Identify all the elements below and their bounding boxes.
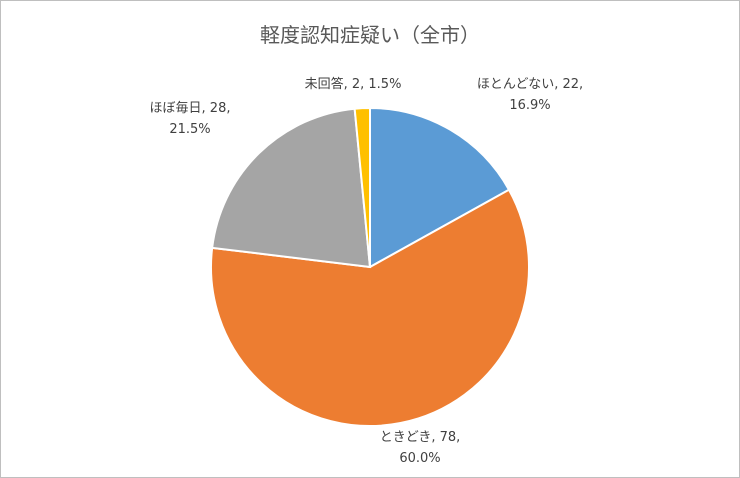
- label-value: 22: [562, 77, 579, 92]
- data-label: ほとんどない, 22,: [477, 77, 583, 92]
- label-percent: 60.0%: [399, 451, 440, 466]
- label-category: ときどき: [380, 430, 432, 445]
- label-value: 28: [210, 101, 227, 116]
- label-category: ほとんどない: [477, 77, 554, 92]
- data-label: 60.0%: [399, 451, 440, 466]
- label-separator: ,: [431, 430, 439, 445]
- label-category: 未回答: [305, 76, 344, 92]
- label-percent: 16.9%: [509, 98, 550, 113]
- pie-slice: [353, 106, 371, 268]
- label-separator: ,: [202, 101, 210, 116]
- label-percent: 1.5%: [368, 77, 401, 92]
- chart-title: 軽度認知症疑い（全市）: [260, 23, 480, 47]
- data-label: 未回答, 2, 1.5%: [305, 76, 402, 92]
- pie-slice: [211, 107, 372, 269]
- data-label: 21.5%: [169, 122, 210, 137]
- label-separator: ,: [456, 430, 460, 445]
- label-separator: ,: [344, 77, 352, 92]
- data-label: ほぼ毎日, 28,: [150, 100, 231, 116]
- data-label: ときどき, 78,: [380, 430, 461, 445]
- label-separator: ,: [226, 101, 230, 116]
- pie-slice: [210, 188, 530, 427]
- label-separator: ,: [554, 77, 562, 92]
- label-percent: 21.5%: [169, 122, 210, 137]
- label-value: 2: [352, 77, 360, 92]
- label-separator: ,: [360, 77, 368, 92]
- label-value: 78: [440, 430, 457, 445]
- label-category: ほぼ毎日: [150, 100, 202, 116]
- data-label: 16.9%: [509, 98, 550, 113]
- label-separator: ,: [579, 77, 583, 92]
- pie-slice: [369, 106, 511, 269]
